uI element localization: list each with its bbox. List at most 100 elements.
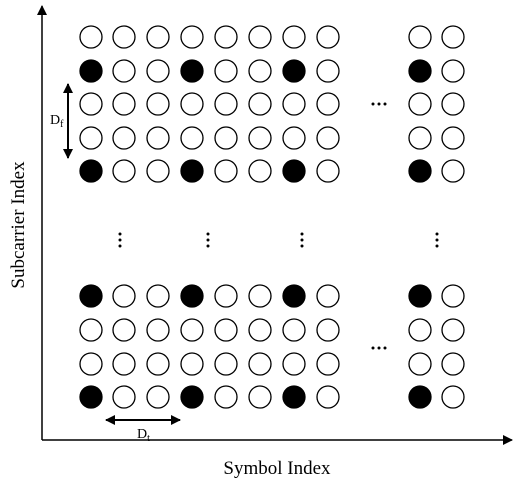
data-symbol xyxy=(248,92,272,116)
vertical-ellipsis-dot xyxy=(118,244,122,248)
data-symbol xyxy=(112,385,136,409)
horizontal-ellipsis-dot xyxy=(377,102,381,106)
data-symbol xyxy=(180,352,204,376)
data-symbol xyxy=(146,284,170,308)
data-symbol xyxy=(146,59,170,83)
data-symbol xyxy=(180,126,204,150)
data-symbol xyxy=(282,25,306,49)
data-symbol xyxy=(146,159,170,183)
vertical-ellipsis-dot xyxy=(206,232,210,236)
data-symbol xyxy=(214,318,238,342)
data-symbol xyxy=(214,25,238,49)
pilot-symbol xyxy=(79,385,103,409)
data-symbol xyxy=(248,352,272,376)
pilot-symbol xyxy=(408,284,432,308)
data-symbol xyxy=(282,126,306,150)
data-symbol xyxy=(441,126,465,150)
data-symbol xyxy=(441,25,465,49)
data-symbol xyxy=(408,318,432,342)
data-symbol xyxy=(214,385,238,409)
data-symbol xyxy=(146,352,170,376)
vertical-ellipsis-dot xyxy=(435,238,439,242)
pilot-symbol xyxy=(282,385,306,409)
resource-grid xyxy=(79,25,465,409)
horizontal-ellipsis-dot xyxy=(371,102,375,106)
pilot-symbol xyxy=(408,59,432,83)
pilot-symbol xyxy=(180,159,204,183)
horizontal-ellipsis-dot xyxy=(371,346,375,350)
vertical-ellipsis-dot xyxy=(206,238,210,242)
dt-base: D xyxy=(137,427,147,442)
pilot-symbol xyxy=(79,59,103,83)
pilot-symbol xyxy=(282,284,306,308)
data-symbol xyxy=(441,352,465,376)
data-symbol xyxy=(282,318,306,342)
data-symbol xyxy=(316,385,340,409)
data-symbol xyxy=(79,25,103,49)
vertical-ellipsis-dot xyxy=(300,232,304,236)
data-symbol xyxy=(316,25,340,49)
horizontal-ellipsis-dot xyxy=(383,102,387,106)
data-symbol xyxy=(79,318,103,342)
vertical-ellipsis-dot xyxy=(300,244,304,248)
pilot-symbol xyxy=(282,59,306,83)
dt-subscript: t xyxy=(147,433,150,444)
data-symbol xyxy=(441,92,465,116)
pilot-symbol xyxy=(408,159,432,183)
vertical-ellipsis-dot xyxy=(118,238,122,242)
data-symbol xyxy=(441,284,465,308)
data-symbol xyxy=(248,318,272,342)
data-symbol xyxy=(282,92,306,116)
vertical-ellipsis-dot xyxy=(206,244,210,248)
pilot-symbol xyxy=(79,284,103,308)
data-symbol xyxy=(248,159,272,183)
data-symbol xyxy=(112,159,136,183)
data-symbol xyxy=(180,92,204,116)
data-symbol xyxy=(408,25,432,49)
data-symbol xyxy=(248,25,272,49)
pilot-symbol xyxy=(180,284,204,308)
data-symbol xyxy=(112,92,136,116)
data-symbol xyxy=(180,318,204,342)
data-symbol xyxy=(146,126,170,150)
data-symbol xyxy=(112,126,136,150)
data-symbol xyxy=(248,59,272,83)
data-symbol xyxy=(316,126,340,150)
vertical-ellipsis-dot xyxy=(118,232,122,236)
data-symbol xyxy=(316,159,340,183)
data-symbol xyxy=(214,59,238,83)
data-symbol xyxy=(146,92,170,116)
data-symbol xyxy=(214,126,238,150)
data-symbol xyxy=(146,25,170,49)
vertical-ellipsis-dot xyxy=(435,244,439,248)
data-symbol xyxy=(214,284,238,308)
data-symbol xyxy=(214,92,238,116)
data-symbol xyxy=(316,284,340,308)
data-symbol xyxy=(408,126,432,150)
data-symbol xyxy=(214,159,238,183)
data-symbol xyxy=(79,352,103,376)
data-symbol xyxy=(441,318,465,342)
data-symbol xyxy=(441,59,465,83)
dt-label: Dt xyxy=(137,427,150,444)
df-subscript: f xyxy=(60,119,64,130)
data-symbol xyxy=(112,318,136,342)
data-symbol xyxy=(316,59,340,83)
data-symbol xyxy=(248,284,272,308)
data-symbol xyxy=(282,352,306,376)
data-symbol xyxy=(79,92,103,116)
data-symbol xyxy=(248,126,272,150)
data-symbol xyxy=(441,385,465,409)
data-symbol xyxy=(316,318,340,342)
data-symbol xyxy=(316,92,340,116)
pilot-symbol xyxy=(180,59,204,83)
data-symbol xyxy=(408,92,432,116)
data-symbol xyxy=(214,352,238,376)
data-symbol xyxy=(408,352,432,376)
y-axis-label: Subcarrier Index xyxy=(8,161,29,289)
x-axis-label: Symbol Index xyxy=(223,458,331,479)
data-symbol xyxy=(146,385,170,409)
data-symbol xyxy=(112,284,136,308)
horizontal-ellipsis-dot xyxy=(383,346,387,350)
pilot-symbol xyxy=(79,159,103,183)
